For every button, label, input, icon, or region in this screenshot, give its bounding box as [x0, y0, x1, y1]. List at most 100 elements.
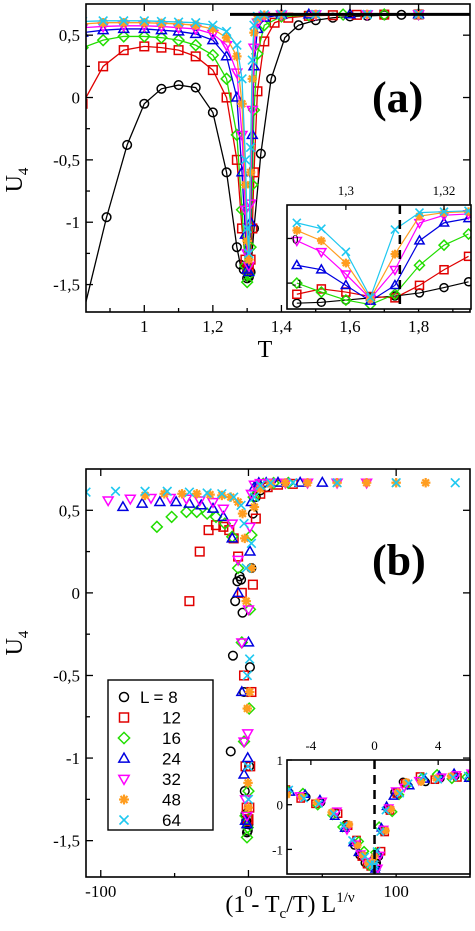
data-point-L32: [144, 493, 158, 505]
panel-b-label: (b): [372, 536, 426, 585]
inset-data-point-L8: [463, 277, 471, 287]
data-point-L48: [244, 687, 255, 697]
data-point-L8: [173, 80, 184, 91]
data-point-L16: [231, 561, 245, 575]
data-point-L48: [420, 477, 431, 488]
inset-data-point-L16: [388, 288, 402, 301]
legend-marker-L24: [117, 751, 131, 763]
inset-data-point-L64: [299, 794, 309, 803]
inset-a-frame: [286, 204, 472, 310]
inset-data-point-L64: [448, 773, 458, 782]
data-point-L48: [177, 489, 187, 499]
data-point-L8: [207, 107, 218, 118]
inset-series-line-L32: [296, 213, 469, 300]
inset-data-point-L64: [463, 206, 471, 216]
data-point-L64: [228, 492, 239, 502]
data-point-L64: [255, 480, 266, 491]
data-point-L64: [245, 142, 256, 153]
inset-data-point-L16: [437, 239, 451, 252]
inset-top-tick-label: 1,32: [433, 183, 456, 198]
x-tick-label: 0: [244, 882, 253, 901]
data-point-L64: [217, 488, 227, 499]
data-point-L24: [116, 500, 130, 512]
data-point-L8: [266, 73, 277, 84]
inset-data-point-L48: [316, 236, 326, 246]
inset-data-point-L16: [290, 277, 303, 290]
data-point-L64: [246, 538, 257, 549]
data-point-L32: [231, 555, 245, 567]
inset-data-point-L8: [439, 282, 449, 293]
data-point-L24: [271, 476, 285, 487]
inset-b-frame: [286, 759, 471, 875]
inset-data-point-L8: [316, 297, 327, 308]
y-tick-label: -0,5: [53, 666, 80, 685]
inset-b-plot-area: [287, 760, 470, 874]
data-point-L48: [139, 17, 150, 28]
data-point-L16: [244, 528, 258, 542]
data-point-L16: [240, 275, 254, 289]
data-point-L64: [243, 248, 254, 259]
panel-a-plot-area: [86, 7, 470, 305]
data-point-L64: [86, 487, 91, 497]
data-point-L16: [240, 830, 254, 844]
data-point-L16: [154, 31, 168, 45]
data-point-L8: [242, 825, 253, 836]
data-point-L64: [98, 15, 109, 26]
x-tick-label: 1,2: [202, 317, 223, 336]
legend-label: L = 8: [140, 688, 178, 707]
data-point-L48: [241, 596, 251, 606]
data-point-L12: [194, 546, 205, 557]
y-tick-label: -1: [66, 749, 80, 768]
data-point-L8: [190, 82, 201, 93]
data-point-L8: [122, 139, 133, 150]
data-point-L32: [206, 497, 220, 509]
inset-data-point-L64: [329, 809, 338, 818]
data-point-L8: [225, 746, 236, 757]
inset-data-point-L12: [463, 251, 471, 262]
x-tick-label: 1,4: [271, 317, 293, 336]
panel-a-xlabel: T: [258, 337, 273, 363]
legend-marker-L32: [117, 774, 131, 786]
data-point-L32: [239, 205, 252, 217]
inset-top-tick-label: 0: [371, 738, 378, 753]
data-point-L48: [243, 778, 253, 788]
x-tick-label: -100: [85, 882, 116, 901]
data-point-L64: [249, 20, 259, 31]
x-tick-label: 1: [140, 317, 149, 336]
data-point-L16: [96, 33, 110, 47]
data-point-L64: [110, 486, 121, 497]
inset-data-point-L16: [462, 227, 471, 241]
data-point-L64: [237, 73, 247, 84]
inset-data-point-L32: [389, 265, 401, 277]
y-tick-label: 0: [72, 89, 81, 108]
panel-b-xlabel: (1 - Tc/T) L1/ν: [225, 890, 355, 922]
data-point-L64: [249, 492, 260, 502]
data-point-L48: [249, 502, 260, 512]
svg-text:U4: U4: [2, 630, 32, 655]
data-point-L48: [173, 19, 184, 29]
data-point-L32: [240, 811, 254, 823]
inset-data-point-L64: [370, 859, 379, 869]
data-point-L16: [377, 8, 391, 21]
legend-marker-L48: [119, 794, 129, 805]
data-point-L48: [192, 489, 202, 499]
data-point-L16: [230, 128, 244, 142]
data-point-L24: [231, 586, 245, 598]
data-point-L48: [244, 254, 254, 265]
data-point-L64: [265, 478, 276, 488]
data-point-L48: [237, 99, 247, 109]
inset-data-point-L24: [413, 234, 426, 245]
inset-data-point-L64: [316, 224, 326, 234]
data-point-L48: [243, 802, 254, 813]
data-point-L8: [236, 574, 247, 585]
data-point-L12: [86, 98, 88, 109]
inset-data-point-L32: [290, 236, 303, 248]
data-point-L16: [137, 29, 151, 43]
data-point-L24: [316, 476, 329, 487]
inset-y-tick-label: 0: [277, 798, 284, 813]
data-point-L64: [139, 15, 150, 26]
data-point-L8: [279, 32, 290, 43]
data-point-L24: [155, 23, 168, 35]
panel-a-label: (a): [372, 73, 423, 122]
